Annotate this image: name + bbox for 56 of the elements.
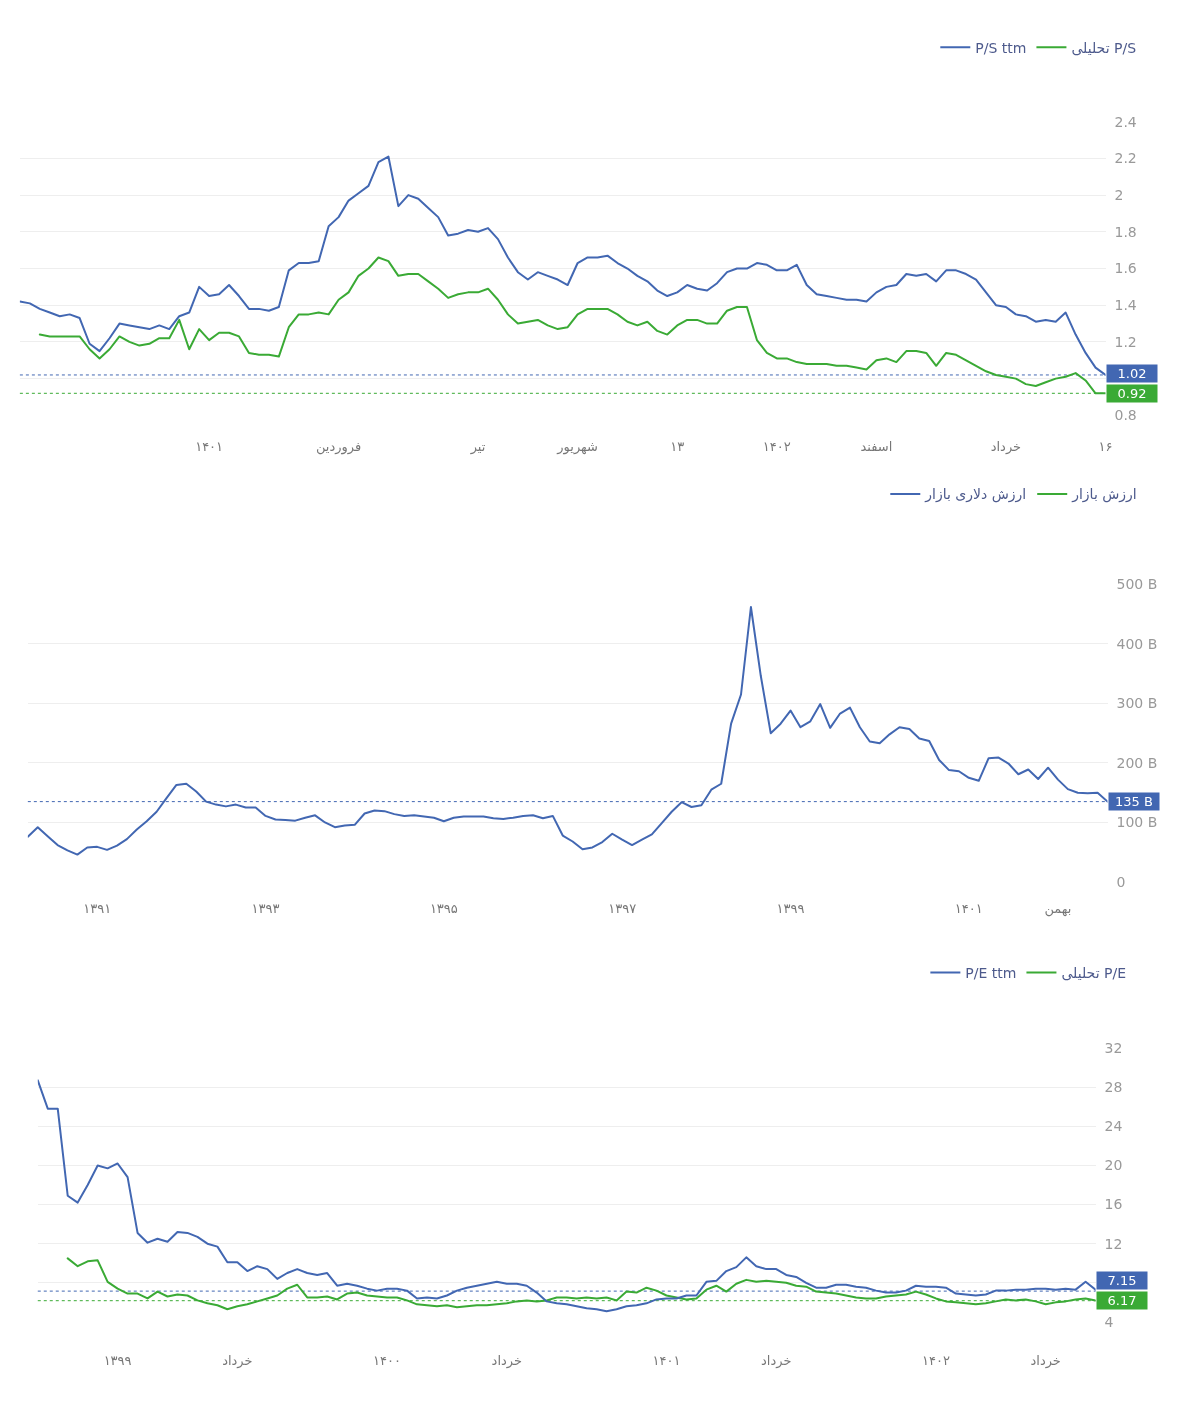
ref-line-label: 135 B — [1115, 794, 1153, 809]
ref-line-label: 7.15 — [1107, 1273, 1137, 1288]
y-tick-label: 32 — [1104, 1039, 1123, 1056]
x-tick-label: ۱۴۰۱ — [195, 439, 224, 455]
y-tick-label: 2.2 — [1114, 150, 1137, 167]
y-tick-label: 300 B — [1116, 695, 1158, 712]
y-tick-label: 1.8 — [1114, 223, 1137, 240]
x-tick-label: بهمن — [1044, 900, 1072, 917]
legend-label: ارزش دلاری بازار — [924, 486, 1027, 504]
legend-label: P/E تحلیلی — [1061, 964, 1126, 981]
x-tick-label: فروردین — [315, 439, 362, 456]
y-tick-label: 0 — [1116, 873, 1126, 890]
ref-line-label: 6.17 — [1107, 1293, 1137, 1308]
y-tick-label: 2.4 — [1114, 113, 1137, 130]
x-tick-label: خرداد — [990, 439, 1022, 456]
y-tick-label: 4 — [1104, 1313, 1114, 1330]
x-tick-label: شهریور — [556, 439, 598, 456]
y-tick-label: 12 — [1104, 1235, 1123, 1252]
y-tick-label: 500 B — [1116, 576, 1158, 593]
x-tick-label: ۱۳۹۳ — [251, 900, 280, 916]
legend-label: P/S تحلیلی — [1071, 39, 1137, 56]
y-tick-label: 1.4 — [1114, 297, 1137, 314]
x-tick-label: خرداد — [761, 1352, 792, 1369]
x-tick-label: ۱۳۹۹ — [776, 900, 805, 916]
x-tick-label: ۱۳۹۷ — [608, 900, 637, 916]
x-tick-label: ۱۳۹۵ — [429, 900, 458, 916]
x-tick-label: خرداد — [222, 1352, 253, 1369]
y-tick-label: 2 — [1114, 187, 1124, 204]
y-tick-label: 200 B — [1116, 754, 1158, 771]
legend-label: P/S ttm — [975, 39, 1027, 56]
x-tick-label: ۱۳۹۹ — [103, 1352, 132, 1368]
y-tick-label: 0.8 — [1114, 407, 1137, 424]
ref-line-label: 0.92 — [1117, 386, 1147, 401]
ref-line-label: 1.02 — [1117, 366, 1147, 381]
x-tick-label: ۱۶ — [1098, 439, 1113, 455]
y-tick-label: 1.6 — [1114, 260, 1137, 277]
y-tick-label: 100 B — [1116, 814, 1158, 831]
y-tick-label: 28 — [1104, 1079, 1123, 1096]
y-tick-label: 16 — [1104, 1196, 1123, 1213]
x-tick-label: اسفند — [860, 439, 893, 455]
x-tick-label: خرداد — [491, 1352, 522, 1369]
x-tick-label: ۱۴۰۲ — [921, 1352, 950, 1368]
x-tick-label: ۱۴۰۲ — [762, 439, 791, 455]
x-tick-label: ۱۴۰۱ — [652, 1352, 681, 1368]
y-tick-label: 1.2 — [1114, 333, 1137, 350]
y-tick-label: 20 — [1104, 1157, 1123, 1174]
x-tick-label: ۱۴۰۱ — [954, 900, 983, 916]
x-tick-label: ۱۳۹۱ — [83, 900, 112, 916]
x-tick-label: خرداد — [1030, 1352, 1061, 1369]
x-tick-label: ۱۳ — [670, 439, 685, 455]
x-tick-label: تیر — [469, 439, 486, 456]
y-tick-label: 400 B — [1116, 635, 1158, 652]
legend-label: P/E ttm — [965, 964, 1017, 981]
y-tick-label: 24 — [1104, 1118, 1123, 1135]
legend-label: ارزش بازار — [1071, 486, 1137, 504]
x-tick-label: ۱۴۰۰ — [373, 1352, 402, 1368]
